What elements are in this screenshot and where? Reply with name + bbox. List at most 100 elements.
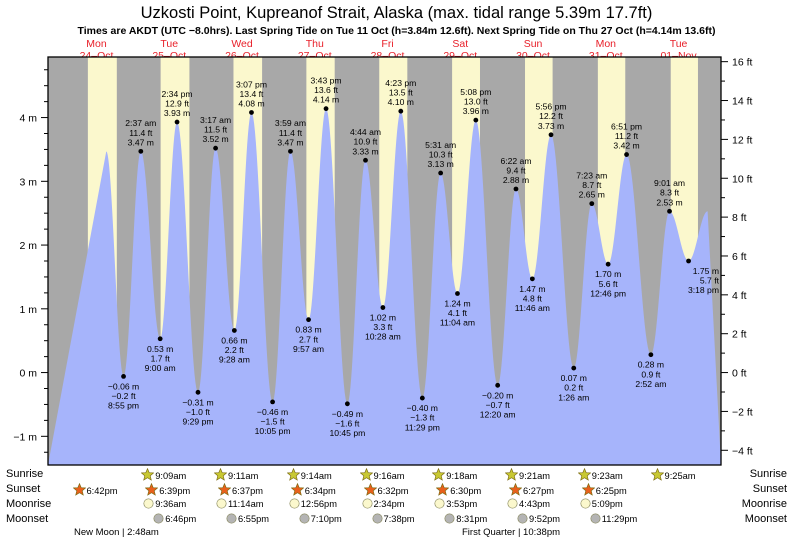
tide-extreme-annotation: 4.10 m xyxy=(388,97,414,107)
moonset-time: 6:46pm xyxy=(165,514,197,524)
tide-extreme-annotation: 9:28 am xyxy=(219,355,250,365)
row-label-moonrise: Moonrise xyxy=(741,498,787,510)
tide-extreme-annotation: 1.70 m xyxy=(595,269,621,279)
sunset-event: 6:30pm xyxy=(436,483,481,496)
tide-extreme-annotation: 1.75 m xyxy=(693,266,719,276)
tide-extreme-annotation: 11:04 am xyxy=(440,318,475,328)
sunset-star-icon xyxy=(290,483,305,496)
moonset-circle-icon xyxy=(590,513,602,524)
tide-extreme-annotation: 12.2 ft xyxy=(539,111,564,121)
moonset-circle-icon xyxy=(444,513,456,524)
tide-extreme-annotation: 2:52 am xyxy=(635,379,666,389)
tide-extreme-marker xyxy=(121,373,126,379)
tide-extreme-annotation: −0.31 m xyxy=(182,397,213,407)
tide-extreme-annotation: 13.6 ft xyxy=(314,85,339,95)
tide-extreme-annotation: 2.65 m xyxy=(579,190,605,200)
tide-extreme-annotation: −0.20 m xyxy=(482,390,513,400)
tide-extreme-annotation: 0.66 m xyxy=(221,335,247,345)
moonset-event: 9:52pm xyxy=(517,513,560,524)
day-weekday: Fri xyxy=(381,38,394,50)
right-axis-label: 14 ft xyxy=(732,96,753,108)
moonrise-event: 12:56pm xyxy=(289,498,337,509)
tide-extreme-marker xyxy=(438,170,444,176)
tide-extreme-annotation: 11.5 ft xyxy=(204,125,228,135)
tide-extreme-marker xyxy=(473,117,479,123)
sunset-star-icon xyxy=(72,483,87,496)
tide-extreme-annotation: 3.73 m xyxy=(538,121,564,131)
moonset-time: 7:38pm xyxy=(383,514,415,524)
tide-extreme-annotation: 2.7 ft xyxy=(299,334,319,344)
tide-extreme-annotation: −1.5 ft xyxy=(261,416,286,426)
moonset-event: 8:31pm xyxy=(444,513,487,524)
sunrise-event: 9:09am xyxy=(141,468,186,481)
tide-extreme-annotation: 2.2 ft xyxy=(225,345,245,355)
sunrise-star-icon xyxy=(214,468,228,481)
tide-extreme-marker xyxy=(213,145,218,151)
sunset-time: 6:32pm xyxy=(377,486,409,496)
sunset-star-icon xyxy=(145,483,159,496)
sunrise-time: 9:11am xyxy=(228,471,259,481)
tide-extreme-annotation: 11.4 ft xyxy=(129,128,153,138)
tide-extreme-marker xyxy=(270,399,275,405)
row-label-sunset: Sunset xyxy=(752,483,787,495)
tide-extreme-annotation: 9:00 am xyxy=(145,363,176,373)
tide-extreme-marker xyxy=(323,106,329,112)
left-axis-label: 3 m xyxy=(19,176,37,188)
tide-extreme-marker xyxy=(306,317,311,323)
tide-extreme-marker xyxy=(548,132,554,138)
tide-extreme-marker xyxy=(344,401,350,407)
moonrise-event: 4:43pm xyxy=(507,498,550,509)
moonrise-event: 2:34pm xyxy=(362,498,405,509)
moonrise-time: 2:34pm xyxy=(373,499,405,509)
tide-extreme-annotation: 3:07 pm xyxy=(236,79,267,89)
tide-extreme-annotation: 11.2 ft xyxy=(615,131,639,141)
moonset-time: 11:29pm xyxy=(601,514,638,524)
sunset-time: 6:25pm xyxy=(595,486,627,496)
tide-extreme-annotation: 2.53 m xyxy=(656,197,682,207)
sunset-star-icon xyxy=(509,483,523,496)
sunset-time: 6:37pm xyxy=(232,486,264,496)
left-axis-label: 2 m xyxy=(19,240,37,252)
moonset-event: 6:55pm xyxy=(226,513,269,524)
moonset-event: 6:46pm xyxy=(153,513,196,524)
tide-extreme-marker xyxy=(667,208,672,214)
moonset-circle-icon xyxy=(372,513,384,524)
day-weekday: Tue xyxy=(669,38,688,50)
tide-extreme-annotation: 5.7 ft xyxy=(700,276,720,286)
moonrise-time: 4:43pm xyxy=(519,499,551,509)
moonrise-time: 5:09pm xyxy=(591,499,623,509)
sunrise-event: 9:11am xyxy=(214,468,258,481)
tide-extreme-annotation: 10:05 pm xyxy=(255,426,291,436)
tide-extreme-annotation: 3:59 am xyxy=(275,118,306,128)
sunset-event: 6:27pm xyxy=(509,483,554,496)
tide-extreme-marker xyxy=(686,258,691,264)
moonrise-circle-icon xyxy=(580,498,592,509)
right-axis-label: 10 ft xyxy=(732,173,753,185)
sunrise-time: 9:25am xyxy=(664,471,696,481)
sunrise-time: 9:23am xyxy=(591,471,623,481)
tide-extreme-annotation: 1.7 ft xyxy=(151,353,171,363)
tide-extreme-annotation: 10:45 pm xyxy=(329,428,365,438)
sunrise-star-icon xyxy=(650,468,665,481)
moonrise-circle-icon xyxy=(143,498,155,509)
moonset-circle-icon xyxy=(226,513,238,524)
tide-extreme-annotation: 7:23 am xyxy=(576,170,607,180)
tide-extreme-marker xyxy=(624,152,629,157)
moon-phase-label: New Moon | 2:48am xyxy=(74,527,159,538)
moonset-event: 11:29pm xyxy=(590,513,638,524)
tide-extreme-annotation: −1.0 ft xyxy=(186,407,211,417)
tide-extreme-annotation: 6:51 pm xyxy=(611,121,642,131)
row-label-sunrise: Sunrise xyxy=(749,468,787,480)
moonrise-event: 9:36am xyxy=(143,498,186,509)
row-label-moonset: Moonset xyxy=(744,513,787,525)
sunrise-time: 9:18am xyxy=(446,471,478,481)
tide-extreme-marker xyxy=(380,305,386,310)
tide-extreme-annotation: 10.9 ft xyxy=(354,137,379,147)
tide-extreme-marker xyxy=(495,382,501,388)
tide-extreme-annotation: 10:28 am xyxy=(365,332,401,342)
sunset-event: 6:34pm xyxy=(290,483,336,496)
moonrise-circle-icon xyxy=(289,498,301,509)
tide-extreme-marker xyxy=(571,365,577,371)
moonset-time: 7:10pm xyxy=(310,514,342,524)
tide-extreme-annotation: 12:20 am xyxy=(480,410,516,420)
